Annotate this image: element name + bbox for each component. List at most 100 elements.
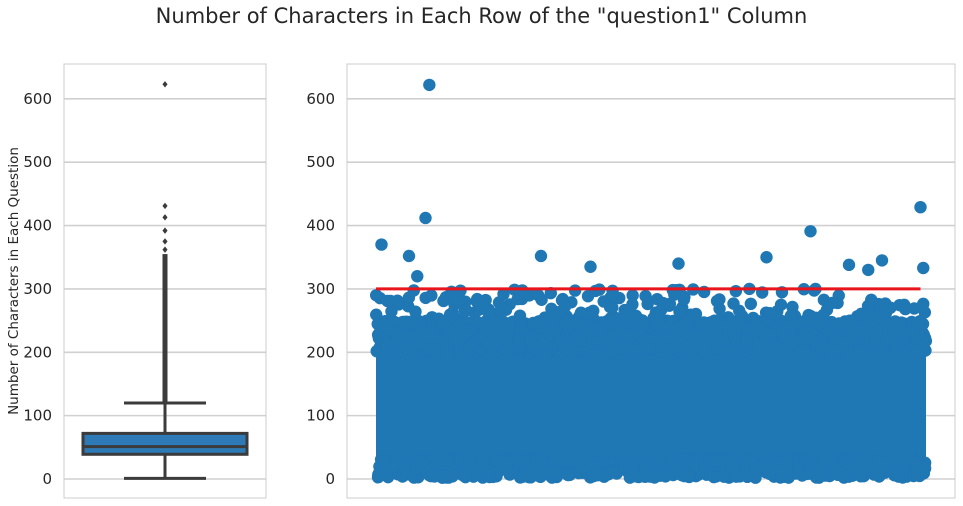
y-tick-label: 400 (23, 217, 52, 235)
scatter-point (784, 309, 798, 323)
scatter-point (746, 311, 760, 325)
scatter-point (537, 337, 550, 351)
outlier-marker (162, 81, 168, 88)
outlier-cluster (162, 254, 168, 403)
scatter-point (744, 297, 758, 311)
scatter-point (458, 302, 472, 315)
scatter-point (576, 466, 589, 479)
scatter-point (724, 459, 737, 473)
scatter-point (583, 306, 596, 319)
scatter-point (395, 455, 408, 469)
scatter-point (405, 329, 418, 343)
scatter-point (416, 335, 429, 349)
boxplot-panel: 0 100 200 300 400 500 600 (23, 63, 267, 499)
scatter-point (576, 318, 589, 331)
scatter-point (646, 453, 659, 466)
scatter-point (481, 305, 495, 318)
scatter-point (626, 461, 640, 474)
scatter-point (585, 336, 598, 349)
scatter-point (917, 261, 930, 275)
scatter-point (760, 251, 773, 264)
scatter-point (595, 323, 609, 336)
scatter-point (519, 469, 533, 482)
scatter-point (495, 326, 509, 339)
scatter-point (857, 345, 871, 358)
scatter-point (550, 465, 563, 479)
outlier-marker (162, 246, 168, 253)
scatter-point (672, 257, 685, 270)
scatter-point (623, 303, 636, 317)
scatter-point (762, 339, 776, 353)
scatter-point (913, 467, 927, 480)
scatter-point (725, 344, 738, 357)
scatter-point (425, 331, 439, 344)
scatter-point (825, 296, 839, 310)
scatter-point (729, 284, 743, 298)
scatter-point (710, 323, 723, 336)
scatter-point (774, 298, 788, 311)
scatter-point (862, 263, 875, 277)
scatter-point (815, 341, 828, 354)
scatter-point (532, 460, 545, 474)
scatter-point (385, 305, 398, 318)
scatter-point (595, 344, 608, 357)
scatter-point (741, 333, 754, 346)
scatter-point (687, 457, 700, 470)
scatter-point (437, 294, 450, 308)
scatter-point (831, 465, 844, 479)
scatter-point (640, 332, 653, 345)
scatter-point (804, 225, 817, 238)
y-tick-label: 500 (306, 153, 335, 171)
scatter-point (531, 288, 545, 302)
scatter-point (596, 332, 609, 346)
scatter-point (636, 319, 650, 333)
scatter-point (774, 319, 788, 332)
scatter-point (652, 316, 666, 329)
scatter-point (547, 317, 560, 331)
scatter-point (876, 342, 889, 356)
scatter-point (716, 333, 730, 346)
scatter-point (477, 453, 490, 466)
y-tick-label: 400 (306, 217, 335, 235)
scatter-point (673, 305, 686, 318)
scatter-point (677, 293, 691, 306)
scatter-point (839, 455, 853, 468)
scatter-point (807, 284, 821, 297)
scatter-point (410, 458, 423, 471)
y-tick-label: 100 (306, 407, 335, 425)
scatter-point (375, 238, 388, 251)
scatter-point (604, 291, 617, 304)
scatter-point (889, 317, 902, 330)
scatter-point (566, 456, 580, 469)
scatter-point (589, 284, 602, 298)
scatter-point (470, 292, 484, 306)
scatter-point (561, 468, 575, 482)
scatter-point (626, 289, 639, 302)
scatter-point (795, 344, 808, 358)
scatter-point (614, 342, 627, 355)
figure-title: Number of Characters in Each Row of the … (155, 4, 808, 28)
axes-frame (63, 63, 267, 499)
scatter-point (820, 466, 833, 479)
scatter-point (606, 329, 619, 343)
scatter-panel: 0 100 200 300 400 500 600 (306, 63, 956, 499)
scatter-point (752, 338, 766, 352)
scatter-dense-core (376, 352, 926, 464)
scatter-point (868, 333, 882, 346)
scatter-point (845, 321, 858, 335)
scatter-point (763, 306, 777, 320)
scatter-point (911, 345, 924, 359)
y-tick-label: 600 (23, 90, 52, 108)
scatter-point (440, 455, 454, 468)
scatter-point (695, 319, 709, 332)
scatter-point (774, 470, 787, 483)
scatter-points (369, 78, 933, 484)
scatter-point (909, 456, 922, 469)
scatter-point (423, 78, 436, 92)
scatter-point (822, 325, 835, 338)
scatter-point (584, 260, 597, 273)
scatter-point (514, 319, 528, 332)
outlier-marker (162, 202, 168, 210)
scatter-point (377, 454, 391, 467)
